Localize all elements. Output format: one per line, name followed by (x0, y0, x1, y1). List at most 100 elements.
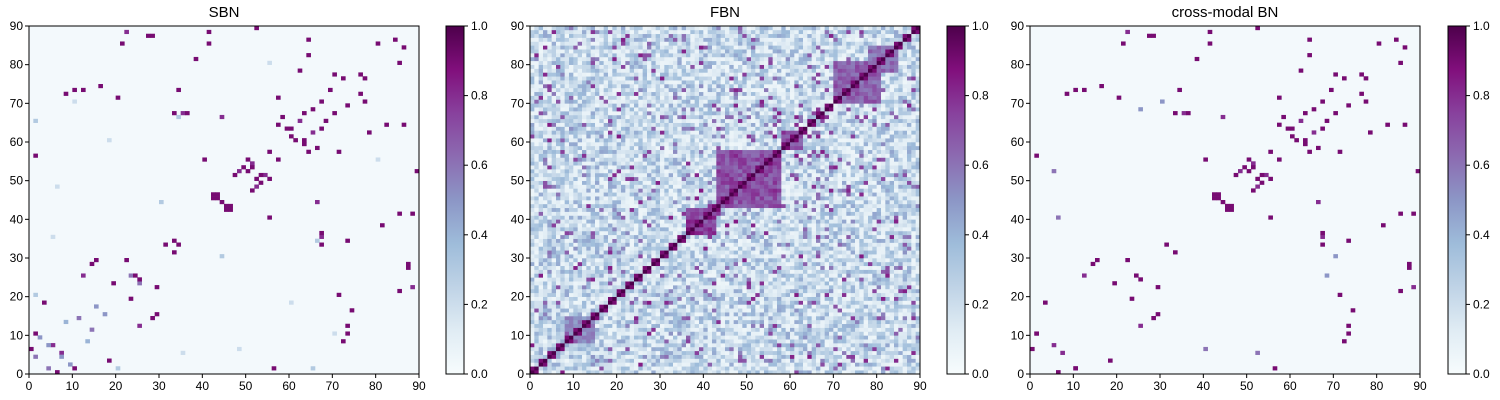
heatmap-cell (668, 68, 674, 73)
heatmap-cell (625, 180, 630, 185)
heatmap-cell (729, 250, 734, 255)
heatmap-cell (668, 172, 674, 178)
y-tick-label: 50 (10, 174, 24, 188)
heatmap-cell (725, 87, 730, 93)
heatmap-cell (538, 246, 544, 251)
heatmap-cell (560, 60, 565, 65)
heatmap-cell (681, 304, 687, 309)
heatmap-cell (616, 358, 622, 363)
heatmap-cell (564, 126, 570, 131)
heatmap-cell (655, 49, 661, 54)
heatmap-cell (746, 219, 752, 224)
heatmap-cell (733, 319, 739, 325)
heatmap-cell (664, 95, 669, 100)
heatmap-cell (664, 122, 669, 127)
heatmap-cell (677, 130, 682, 135)
heatmap-cell (755, 366, 760, 371)
heatmap-cell (625, 316, 630, 321)
heatmap-cell (547, 323, 552, 328)
heatmap-cell (538, 196, 544, 201)
heatmap-cell (569, 265, 574, 270)
heatmap-cell (720, 60, 726, 65)
heatmap-cell (651, 323, 656, 328)
heatmap-cell (716, 288, 721, 294)
heatmap-cell (716, 200, 721, 205)
heatmap-cell (651, 161, 656, 166)
heatmap-cell (599, 250, 604, 255)
heatmap-cell (543, 145, 548, 151)
heatmap-cell (551, 207, 557, 212)
heatmap-cell (380, 223, 385, 228)
heatmap-cell (582, 343, 587, 348)
heatmap-cell (712, 277, 717, 282)
heatmap-cell (664, 49, 669, 54)
heatmap-cell (556, 223, 561, 228)
heatmap-cell (690, 26, 695, 31)
heatmap-cell (746, 53, 752, 58)
heatmap-cell (738, 64, 743, 69)
heatmap-cell (690, 331, 695, 336)
heatmap-cell (582, 56, 587, 62)
heatmap-cell (573, 103, 578, 108)
heatmap-cell (569, 192, 574, 197)
heatmap-cell (577, 33, 583, 38)
heatmap-cell (673, 91, 678, 96)
heatmap-cell (530, 358, 535, 363)
heatmap-cell (694, 254, 700, 259)
heatmap-cell (551, 26, 557, 31)
heatmap-cell (543, 269, 548, 274)
heatmap-cell (655, 118, 661, 123)
heatmap-cell (712, 84, 717, 89)
heatmap-cell (733, 346, 739, 352)
heatmap-cell (647, 269, 652, 274)
heatmap-cell (608, 180, 613, 185)
heatmap-cell (673, 281, 678, 286)
heatmap-cell (738, 45, 743, 50)
heatmap-cell (577, 358, 583, 363)
heatmap-cell (573, 107, 578, 112)
heatmap-cell (582, 49, 587, 54)
heatmap-cell (586, 99, 591, 104)
heatmap-cell (556, 350, 561, 355)
heatmap-cell (647, 335, 652, 340)
heatmap-cell (690, 192, 695, 197)
heatmap-cell (530, 246, 535, 251)
heatmap-cell (590, 49, 596, 54)
heatmap-cell (751, 41, 756, 46)
heatmap-cell (538, 223, 544, 228)
heatmap-cell (634, 142, 639, 147)
heatmap-cell (686, 91, 691, 96)
heatmap-cell (707, 138, 713, 143)
heatmap-cell (673, 184, 678, 189)
heatmap-cell (375, 157, 381, 162)
heatmap-cell (543, 29, 548, 35)
heatmap-cell (720, 37, 726, 42)
heatmap-cell (720, 339, 726, 344)
heatmap-cell (530, 130, 535, 135)
heatmap-cell (716, 215, 721, 220)
heatmap-cell (673, 126, 678, 131)
heatmap-cell (690, 258, 695, 263)
heatmap-cell (569, 53, 574, 58)
heatmap-cell (599, 26, 604, 31)
heatmap-cell (638, 180, 643, 185)
heatmap-cell (573, 354, 578, 359)
heatmap-cell (677, 145, 682, 151)
heatmap-cell (738, 250, 743, 255)
heatmap-cell (746, 300, 752, 305)
heatmap-cell (681, 80, 687, 85)
heatmap-cell (703, 126, 708, 131)
heatmap-cell (573, 184, 578, 189)
heatmap-cell (694, 246, 700, 251)
heatmap-cell (616, 103, 622, 108)
heatmap-cell (690, 180, 695, 185)
heatmap-cell (621, 300, 626, 305)
heatmap-cell (677, 370, 682, 375)
heatmap-cell (742, 319, 747, 325)
heatmap-cell (720, 33, 726, 38)
heatmap-cell (551, 169, 557, 174)
heatmap-cell (603, 184, 609, 189)
heatmap-cell (564, 60, 570, 65)
heatmap-cell (72, 366, 77, 371)
y-tick-label: 0 (16, 367, 23, 381)
